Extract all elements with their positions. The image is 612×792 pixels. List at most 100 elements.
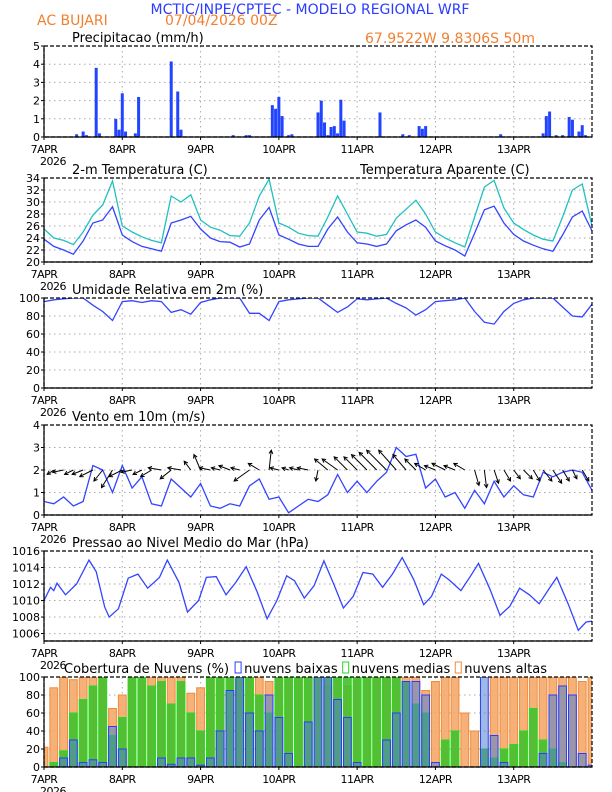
arrow-head [210,466,216,471]
humidity-line [44,298,592,325]
cloud-bar-nuvens-altas [587,677,592,767]
x-tick-label: 10APR [262,521,296,534]
y-tick-label: 100 [19,292,40,305]
y-tick-label: 24 [26,232,40,245]
cloud-bar-nuvens-medias [440,739,450,767]
wind-vector-arrow [532,469,541,482]
arrow-head [404,458,409,463]
arrow-head [233,477,239,482]
pressure-panel: 1006 1008 1010 1012 1014 1016 7APR 8APR 9APR 10AP… [12,536,593,672]
y-tick-label: 28 [26,208,40,221]
precip-bar [567,116,571,137]
x-tick-label: 7APR [31,143,59,156]
arrow-shaft [289,467,299,471]
arrow-shaft [269,467,279,471]
precip-bar [407,135,411,137]
wind-vector-arrow [313,458,329,471]
wind-line [44,446,592,514]
cloud-bar-nuvens-medias [49,762,59,767]
wind-vector-arrow [108,469,123,478]
y-tick-label: 80 [26,310,40,323]
arrow-shaft [233,469,250,482]
x-tick-label: 12APR [419,143,453,156]
run-date-label: 07/04/2026 00Z [165,13,278,29]
wind-vector-arrow [413,462,426,471]
arrow-head [183,460,189,466]
arrow-shaft [542,469,553,482]
wind-panel: 0 1 2 3 4 7APR 8APR 9APR 10APR 11APR 12APR 13APR 202… [31,410,593,546]
arrow-shaft [140,469,152,478]
arrow-shaft [101,469,113,488]
x-tick-label: 8APR [109,521,137,534]
y-tick-label: 0 [33,761,40,774]
cloud-bar-nuvens-baixas [577,753,587,767]
x-year-label: 2026 [40,533,66,546]
cloud-bar-nuvens-baixas [176,757,186,767]
temperature-line [44,178,592,248]
pressure-line [44,556,592,632]
arrow-head [333,456,339,461]
humidity-panel: 0 20 40 60 80 100 7APR 8APR 9APR 10APR 11APR 12APR 1… [19,283,593,419]
x-tick-label: 10APR [262,394,296,407]
arrow-head [78,473,84,478]
wind-vector-arrow [404,458,417,471]
precip-bar [97,133,101,137]
panel-title: Precipitacao (mm/h) [72,31,204,46]
arrow-head [229,466,235,471]
y-tick-label: 100 [19,671,40,684]
cloud-bar-nuvens-baixas [333,699,342,767]
arrow-head [63,470,69,476]
cloud-bar-nuvens-baixas [108,726,117,767]
wind-vector-arrow [343,456,358,471]
arrow-shaft [248,462,260,471]
cloud-bar-nuvens-altas [59,677,68,767]
x-tick-label: 9APR [187,773,215,786]
arrow-head [365,449,371,455]
arrow-shaft [392,454,407,471]
precip-panel: 0 1 2 3 4 5 7APR 8APR 9APR 10APR 11APR 12APR 13APR 20… [31,31,593,168]
arrow-shaft [120,469,133,473]
arrow-shaft [424,465,436,471]
precip-bar [84,135,88,137]
arrow-shaft [183,460,192,471]
arrow-shaft [314,458,329,471]
wind-vector-arrow [571,469,578,480]
arrow-head [198,466,204,471]
x-tick-label: 8APR [109,773,137,786]
precip-bar [274,108,278,137]
plot-frame [43,297,593,389]
main-title: MCTIC/INPE/CPTEC - MODELO REGIONAL WRF [151,2,470,18]
arrow-head [288,466,294,471]
precip-bar [401,134,405,137]
x-tick-label: 12APR [419,521,453,534]
location-label: AC BUJARI [37,13,108,29]
arrow-shaft [321,458,338,471]
panel-title: Pressao ao Nivel Medio do Mar (hPa) [72,536,309,551]
wind-vector-arrow [513,469,521,480]
arrow-head [313,458,319,463]
cloud-bar-nuvens-baixas [431,762,440,767]
cloud-bar-nuvens-medias [127,677,137,767]
arrow-head [423,464,429,470]
temperature-line [44,205,592,257]
x-year-label: 2026 [40,155,66,168]
x-tick-label: 9APR [187,521,215,534]
wind-vector-arrow [166,466,182,471]
arrow-head [536,476,541,482]
wind-vector-arrow [51,469,64,474]
cloud-bar-nuvens-baixas [558,685,568,767]
precip-bar [544,116,548,137]
x-tick-label: 11APR [340,521,374,534]
pressure-marks [44,556,592,632]
x-tick-label: 10APR [262,143,296,156]
arrow-head [166,466,172,471]
x-tick-label: 8APR [109,647,137,660]
cloud-bar-nuvens-altas [489,677,499,767]
arrow-head [547,476,553,482]
y-tick-label: 1 [33,487,40,500]
cloud-bar-nuvens-medias [519,730,528,767]
cloud-bar-nuvens-baixas [117,748,127,767]
wind-vector-arrow [281,466,289,472]
cloud-bar-nuvens-altas [577,681,587,767]
